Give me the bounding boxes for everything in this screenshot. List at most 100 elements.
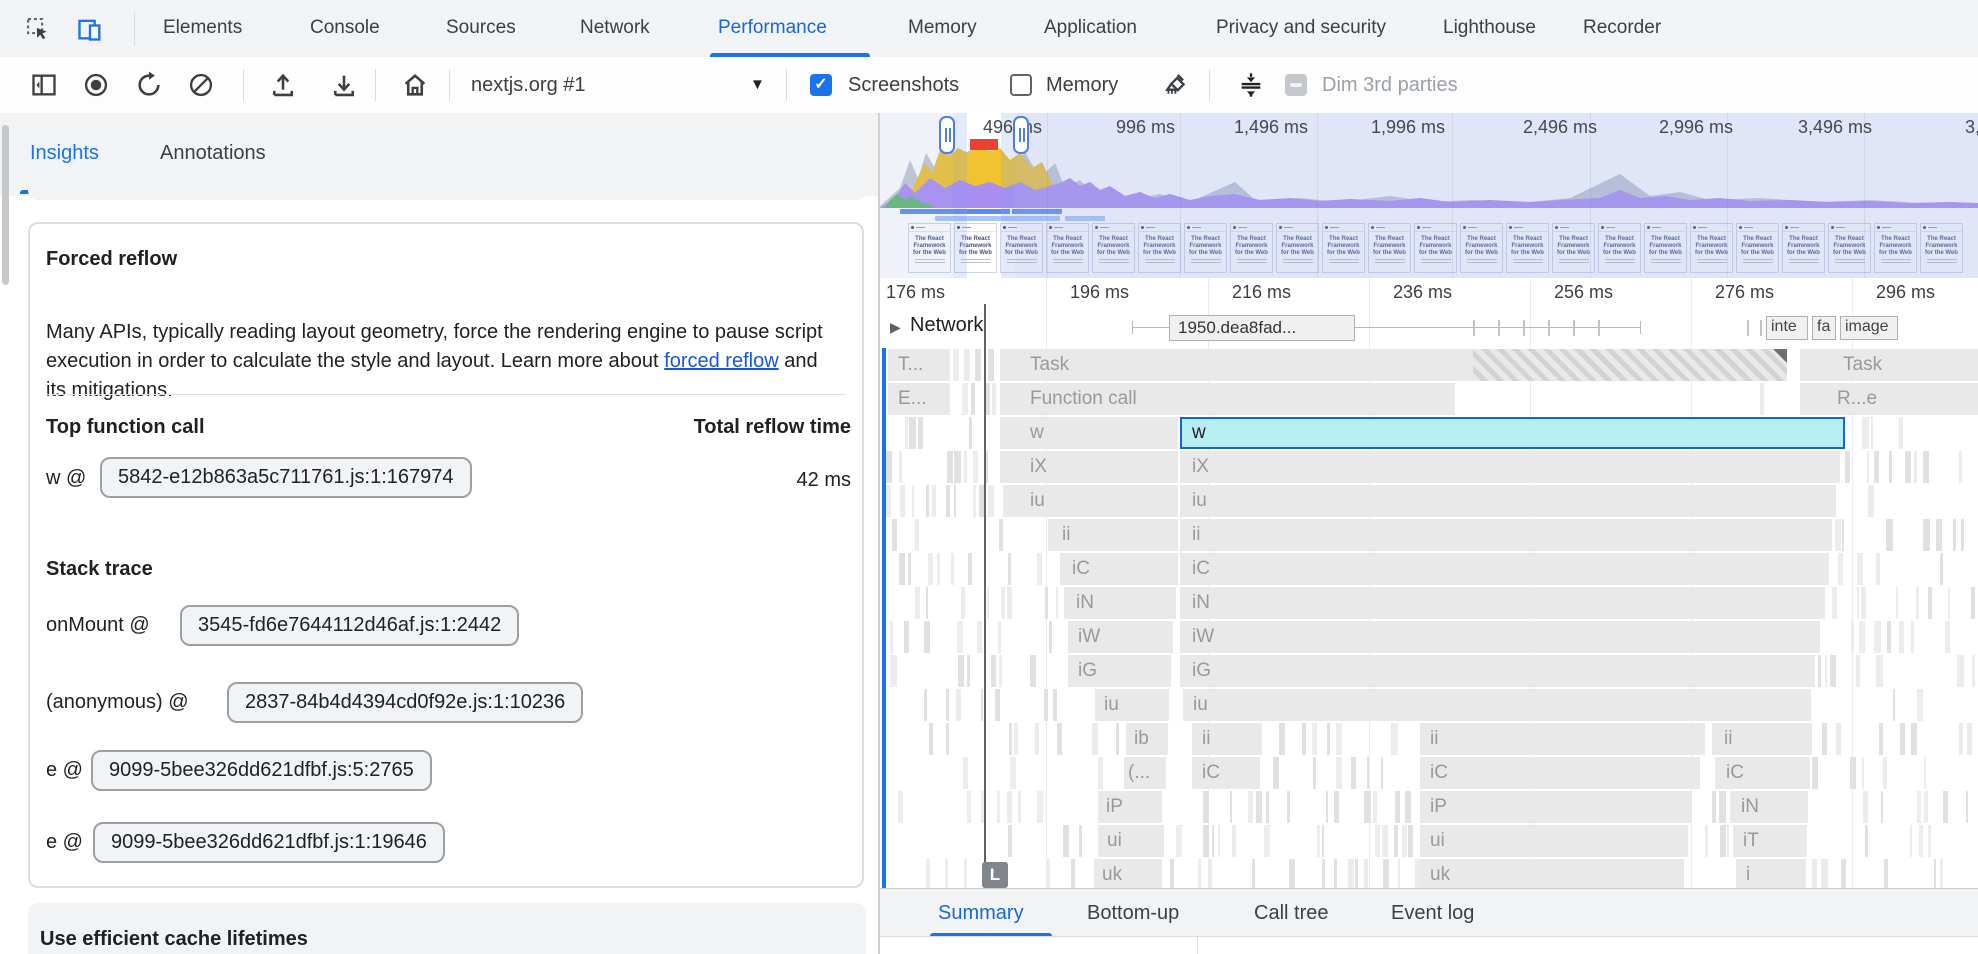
dim-3rd-parties-label[interactable]: Dim 3rd parties	[1322, 74, 1458, 96]
flame-bar[interactable]	[1192, 757, 1260, 789]
flame-bar[interactable]	[1126, 723, 1168, 755]
previous-insight-card-bottom[interactable]	[28, 172, 866, 200]
flame-bar[interactable]	[1180, 451, 1840, 483]
filmstrip-screenshot[interactable]: The React Framework for the Web	[1506, 223, 1549, 273]
filmstrip-screenshot[interactable]: The React Framework for the Web	[1092, 223, 1135, 273]
flame-bar[interactable]	[1180, 519, 1832, 551]
flame-bar[interactable]	[1183, 689, 1811, 721]
flame-bar[interactable]	[1800, 383, 1978, 415]
filmstrip-screenshot[interactable]: The React Framework for the Web	[1552, 223, 1595, 273]
forced-reflow-link[interactable]: forced reflow	[664, 350, 779, 372]
devtools-tab-memory[interactable]: Memory	[908, 17, 977, 38]
record-icon[interactable]	[82, 71, 110, 99]
home-icon[interactable]	[401, 71, 429, 99]
flame-bar[interactable]	[1712, 723, 1812, 755]
filmstrip-screenshot[interactable]: The React Framework for the Web	[1230, 223, 1273, 273]
stack-frame-location[interactable]: 9099-5bee326dd621dfbf.js:5:2765	[91, 750, 432, 791]
filmstrip-screenshot[interactable]: The React Framework for the Web	[1276, 223, 1319, 273]
flame-bar[interactable]	[1420, 791, 1692, 823]
flame-bar[interactable]	[1098, 791, 1162, 823]
filmstrip-screenshot[interactable]: The React Framework for the Web	[1322, 223, 1365, 273]
filmstrip-screenshot[interactable]: The React Framework for the Web	[1184, 223, 1227, 273]
memory-label[interactable]: Memory	[1046, 74, 1119, 96]
network-request-image[interactable]: image	[1840, 316, 1898, 340]
flame-chart[interactable]: 176 ms 196 ms 216 ms 236 ms 256 ms 276 ms 296 …	[880, 278, 1978, 888]
network-track-label[interactable]: Network	[910, 314, 984, 336]
flame-bar[interactable]	[1733, 825, 1807, 857]
screenshots-checkbox[interactable]: ✓	[810, 74, 832, 96]
flame-bar[interactable]	[1124, 757, 1166, 789]
flame-bar[interactable]	[1180, 553, 1829, 585]
filmstrip-screenshot[interactable]: The React Framework for the Web	[908, 223, 951, 273]
devtools-tab-sources[interactable]: Sources	[446, 17, 516, 38]
flame-bar[interactable]	[1068, 655, 1171, 687]
screenshots-label[interactable]: Screenshots	[848, 74, 960, 96]
filmstrip-screenshot[interactable]: The React Framework for the Web	[1874, 223, 1917, 273]
flame-bar[interactable]	[1048, 519, 1178, 551]
flame-bar[interactable]	[1420, 723, 1705, 755]
filmstrip-screenshot[interactable]: The React Framework for the Web	[1782, 223, 1825, 273]
stack-frame-location[interactable]: 9099-5bee326dd621dfbf.js:1:19646	[93, 822, 445, 863]
save-profile-icon[interactable]	[330, 71, 358, 99]
filmstrip-screenshot[interactable]: The React Framework for the Web	[1644, 223, 1687, 273]
flame-bar[interactable]	[1800, 349, 1978, 381]
flame-bar[interactable]	[1000, 383, 1455, 415]
flame-bar[interactable]	[1473, 349, 1787, 381]
dim-3rd-parties-checkbox[interactable]	[1285, 74, 1307, 96]
devtools-tab-network[interactable]: Network	[580, 17, 650, 38]
network-request-inte[interactable]: inte	[1766, 316, 1808, 340]
flame-bar[interactable]	[1094, 859, 1162, 888]
flame-bar[interactable]	[1060, 553, 1178, 585]
sidebar-tab-insights[interactable]: Insights	[30, 142, 99, 164]
flame-bar[interactable]	[888, 383, 950, 415]
brush-handle-right[interactable]	[1013, 116, 1029, 154]
reload-record-icon[interactable]	[135, 71, 163, 99]
flame-bar[interactable]	[1730, 791, 1808, 823]
filmstrip-screenshot[interactable]: The React Framework for the Web	[1828, 223, 1871, 273]
devtools-tab-application[interactable]: Application	[1044, 17, 1137, 38]
stack-frame-location[interactable]: 2837-84b4d4394cd0f92e.js:1:10236	[227, 682, 584, 723]
details-tab-summary[interactable]: Summary	[938, 902, 1024, 924]
collapse-tracks-icon[interactable]	[1237, 71, 1265, 99]
details-tab-bottom-up[interactable]: Bottom-up	[1087, 902, 1180, 924]
filmstrip-screenshot[interactable]: The React Framework for the Web	[954, 223, 997, 273]
flame-bar[interactable]	[1095, 689, 1169, 721]
flame-bar[interactable]	[1420, 825, 1688, 857]
load-profile-icon[interactable]	[269, 71, 297, 99]
device-toolbar-icon[interactable]	[76, 15, 104, 43]
details-tab-event-log[interactable]: Event log	[1391, 902, 1475, 924]
details-tab-call-tree[interactable]: Call tree	[1254, 902, 1329, 924]
flame-bar[interactable]	[1003, 485, 1178, 517]
flame-bar-selected[interactable]	[1180, 417, 1845, 449]
flame-bar[interactable]	[1064, 587, 1176, 619]
flame-bar[interactable]	[1098, 825, 1164, 857]
toggle-sidebar-icon[interactable]	[30, 71, 58, 99]
devtools-tab-lighthouse[interactable]: Lighthouse	[1443, 17, 1536, 38]
profile-select-caret[interactable]: ▼	[750, 76, 765, 93]
timeline-overview[interactable]: The React Framework for the Web The React Fr…	[880, 113, 1978, 279]
flame-bar[interactable]	[1420, 859, 1684, 888]
panel-divider[interactable]	[878, 113, 880, 954]
flame-bar[interactable]	[1180, 587, 1825, 619]
clear-icon[interactable]	[187, 71, 215, 99]
flame-bar[interactable]	[1715, 757, 1810, 789]
memory-checkbox[interactable]	[1010, 74, 1032, 96]
flame-bar[interactable]	[1180, 485, 1836, 517]
flame-bar[interactable]	[888, 349, 950, 381]
filmstrip-screenshot[interactable]: The React Framework for the Web	[1460, 223, 1503, 273]
inspect-icon[interactable]	[24, 15, 52, 43]
sidebar-scrollbar[interactable]	[2, 125, 9, 285]
sidebar-tab-annotations[interactable]: Annotations	[160, 142, 266, 164]
network-request[interactable]: 1950.dea8fad...	[1169, 315, 1355, 341]
devtools-tab-console[interactable]: Console	[310, 17, 380, 38]
flame-bar[interactable]	[1180, 621, 1820, 653]
flame-bar[interactable]	[1180, 655, 1815, 687]
cache-lifetimes-card[interactable]: Use efficient cache lifetimes	[28, 903, 866, 954]
filmstrip-screenshot[interactable]: The React Framework for the Web	[1046, 223, 1089, 273]
flame-bar[interactable]	[1068, 621, 1173, 653]
brush-handle-left[interactable]	[939, 116, 955, 154]
filmstrip-screenshot[interactable]: The React Framework for the Web	[1000, 223, 1043, 273]
devtools-tab-privacy-and-security[interactable]: Privacy and security	[1216, 17, 1387, 38]
devtools-tab-performance[interactable]: Performance	[718, 17, 827, 38]
devtools-tab-recorder[interactable]: Recorder	[1583, 17, 1662, 38]
